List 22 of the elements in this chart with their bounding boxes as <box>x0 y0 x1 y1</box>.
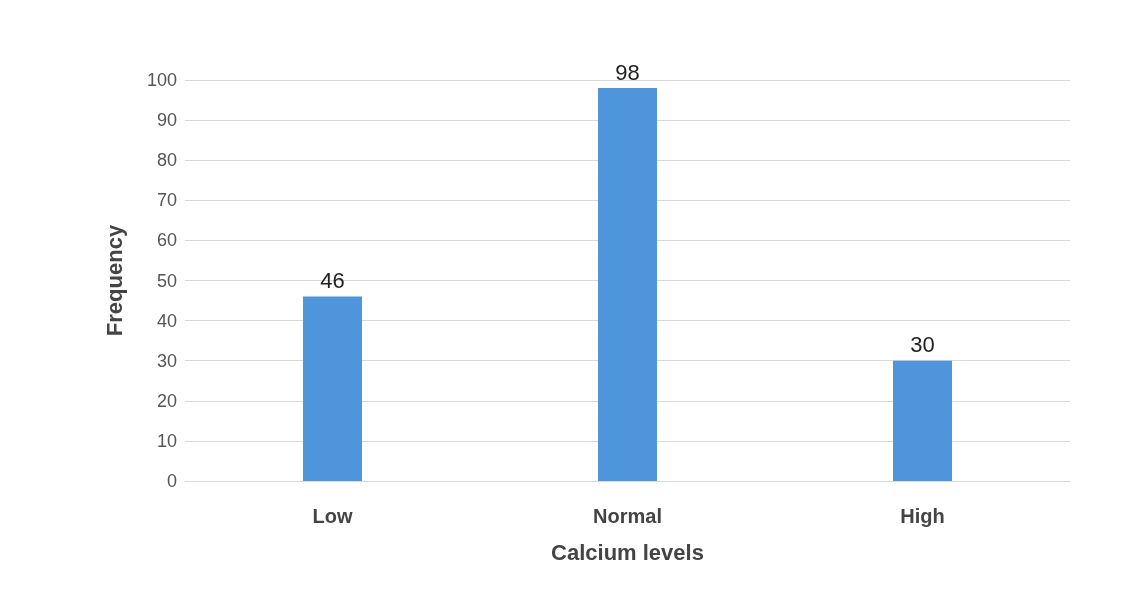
y-tick-label: 50 <box>156 270 177 291</box>
data-label: 30 <box>910 332 935 358</box>
y-tick-label: 70 <box>156 190 177 211</box>
y-tick-label: 80 <box>156 150 177 171</box>
x-tick-label: Normal <box>593 505 662 527</box>
y-tick-label: 0 <box>166 471 177 491</box>
bar <box>598 88 657 481</box>
y-tick-label: 90 <box>156 110 177 131</box>
x-axis-title: Calcium levels <box>551 539 704 565</box>
data-label: 46 <box>320 268 345 294</box>
bar <box>303 296 362 481</box>
y-axis-title: Frequency <box>101 224 127 337</box>
y-tick-label: 30 <box>156 350 177 371</box>
y-tick-label: 100 <box>146 70 177 90</box>
y-tick-label: 10 <box>156 430 177 451</box>
x-tick-label: Low <box>312 505 353 527</box>
data-label: 98 <box>615 59 640 85</box>
x-tick-label: High <box>900 505 945 527</box>
y-tick-label: 40 <box>156 310 177 331</box>
bar <box>893 360 952 481</box>
y-tick-label: 20 <box>156 390 177 411</box>
y-tick-label: 60 <box>156 230 177 251</box>
